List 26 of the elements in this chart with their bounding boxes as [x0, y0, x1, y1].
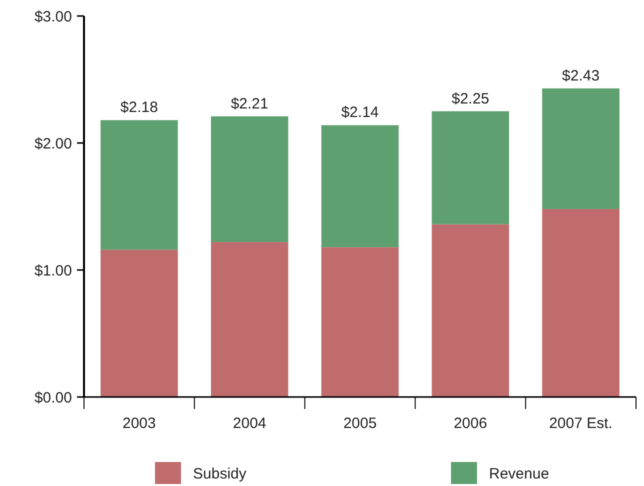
bar	[321, 125, 399, 248]
bar	[100, 120, 178, 250]
y-tick-label: $1.00	[34, 262, 72, 280]
total-label: $2.21	[230, 95, 268, 112]
total-label: $2.18	[120, 99, 158, 116]
x-tick-label: 2003	[122, 415, 156, 432]
y-tick-label: $2.00	[34, 135, 72, 152]
bar	[432, 111, 510, 224]
bar	[432, 224, 510, 397]
bar	[100, 250, 178, 397]
total-label: $2.25	[452, 90, 490, 108]
x-tick-label: 2005	[343, 415, 377, 432]
y-tick-label: $3.00	[34, 8, 72, 26]
x-tick-label: 2006	[454, 415, 488, 432]
x-tick-label: 2007 Est.	[549, 415, 612, 432]
total-label: $2.43	[562, 67, 600, 84]
y-tick-label: $0.00	[34, 389, 72, 406]
total-label: $2.14	[341, 104, 379, 122]
bar	[321, 247, 399, 397]
legend-label: Revenue	[489, 465, 550, 482]
legend-label: Subsidy	[193, 465, 247, 482]
bar	[542, 209, 620, 397]
bar	[210, 242, 288, 397]
bar	[542, 88, 620, 210]
x-tick-label: 2004	[232, 415, 266, 432]
bar	[210, 116, 288, 242]
